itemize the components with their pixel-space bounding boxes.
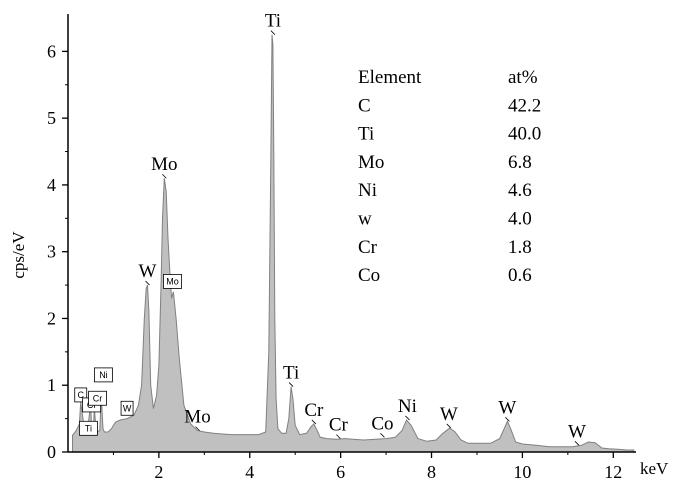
peak-label: Mo xyxy=(151,154,177,175)
box-label-frame xyxy=(94,367,113,383)
peak-label: W xyxy=(440,404,458,425)
box-label-frame xyxy=(88,390,107,406)
peak-label: W xyxy=(568,421,586,442)
peak-marker xyxy=(311,419,317,425)
y-tick-label: 0 xyxy=(47,442,56,462)
x-tick-label: 8 xyxy=(427,462,436,482)
table-cell-element: Mo xyxy=(358,152,384,173)
table-cell-element: w xyxy=(358,209,372,230)
peak-marker xyxy=(288,382,294,387)
table-cell-value: 4.0 xyxy=(508,209,532,230)
table-cell-value: 1.8 xyxy=(508,237,532,258)
peak-marker xyxy=(380,433,385,438)
peak-label: Cr xyxy=(329,415,349,436)
peak-marker xyxy=(405,415,410,421)
peak-marker xyxy=(505,417,510,422)
y-tick-label: 1 xyxy=(47,375,56,395)
table-cell-element: C xyxy=(358,95,371,116)
y-ticks: 0 1 2 3 4 5 6 xyxy=(47,41,68,462)
box-label-frame xyxy=(120,400,134,416)
table-cell-value: 4.6 xyxy=(508,180,532,201)
peak-label: Ti xyxy=(283,363,299,384)
box-label-text: C xyxy=(77,390,84,400)
x-axis-label: keV xyxy=(640,459,669,478)
x-tick-label: 10 xyxy=(513,462,531,482)
table-cell-element: Cr xyxy=(358,237,378,258)
spectrum-area-layer xyxy=(71,34,635,453)
y-tick-label: 5 xyxy=(47,108,56,128)
box-label-text: Ni xyxy=(99,370,108,380)
y-tick-label: 6 xyxy=(47,41,56,61)
y-tick-label: 4 xyxy=(47,175,56,195)
table-cell-value: 6.8 xyxy=(508,152,532,173)
peak-marker xyxy=(574,441,580,446)
x-tick-label: 4 xyxy=(245,462,254,482)
peak-label: Ni xyxy=(398,396,417,417)
composition-table: Element at% C 42.2 Ti 40.0 Mo 6.8 Ni 4.6 w 4.0 Cr 1.8… xyxy=(358,67,541,286)
table-cell-value: 0.6 xyxy=(508,265,532,286)
peak-marker xyxy=(446,423,452,429)
spectrum-area xyxy=(71,34,635,453)
box-label-text: Ti xyxy=(85,423,92,433)
table-header-element: Element xyxy=(358,67,422,88)
x-tick-label: 6 xyxy=(336,462,345,482)
box-label-frame xyxy=(163,274,182,289)
y-axis-label: cps/eV xyxy=(9,231,28,279)
peak-marker xyxy=(162,173,167,179)
table-cell-value: 42.2 xyxy=(508,95,541,116)
table-cell-value: 40.0 xyxy=(508,124,541,145)
peak-label: W xyxy=(498,397,516,418)
table-header-at-percent: at% xyxy=(508,67,538,88)
peak-label: W xyxy=(139,261,157,282)
peak-label: Mo xyxy=(184,407,210,428)
peak-marker xyxy=(336,434,341,439)
box-label-text: W xyxy=(123,403,132,413)
y-tick-label: 3 xyxy=(47,242,56,262)
peak-label: Co xyxy=(371,413,393,434)
peak-marker xyxy=(270,30,276,35)
peak-label: Cr xyxy=(304,400,324,421)
axes xyxy=(67,14,636,453)
table-cell-element: Ti xyxy=(358,124,374,145)
box-label-frame xyxy=(79,420,98,436)
table-cell-element: Co xyxy=(358,265,380,286)
x-tick-label: 2 xyxy=(154,462,163,482)
x-tick-label: 12 xyxy=(604,462,622,482)
x-ticks: 2 4 6 8 10 12 xyxy=(112,452,622,482)
peak-marker xyxy=(195,426,200,431)
y-tick-label: 2 xyxy=(47,308,56,328)
box-labels: MoCTiCrCrNiW xyxy=(74,274,182,436)
peak-label: Ti xyxy=(265,11,281,32)
table-cell-element: Ni xyxy=(358,180,377,201)
box-label-text: Mo xyxy=(166,276,179,286)
peak-marker xyxy=(145,280,150,286)
box-label-text: Cr xyxy=(93,393,103,403)
